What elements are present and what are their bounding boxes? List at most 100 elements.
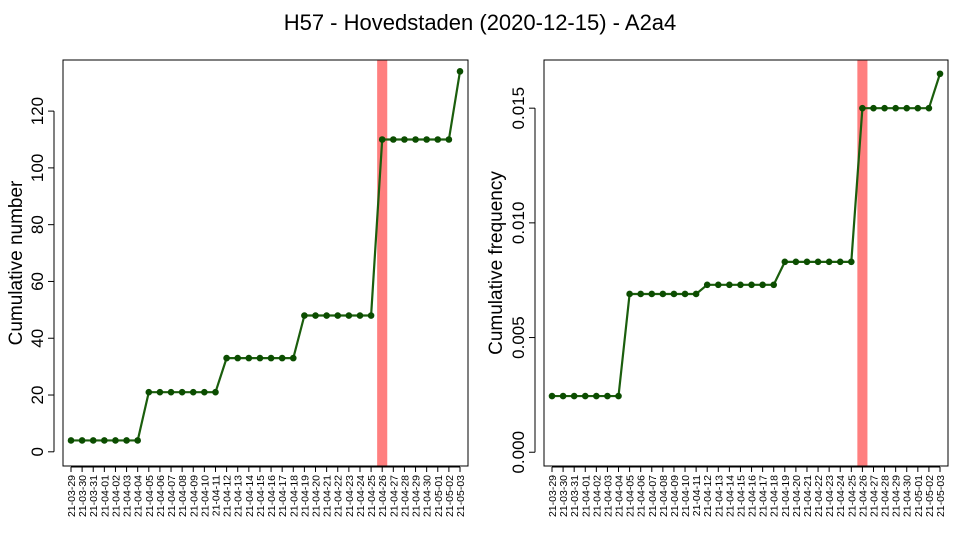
plot-frame bbox=[62, 59, 469, 467]
x-tick-label: 21-05-01 bbox=[433, 475, 445, 517]
x-tick-label: 21-04-28 bbox=[399, 475, 411, 517]
data-point bbox=[737, 281, 744, 289]
data-point bbox=[456, 68, 464, 75]
y-tick-label: 0 bbox=[28, 447, 47, 456]
data-point bbox=[412, 136, 419, 143]
data-point bbox=[836, 258, 844, 266]
x-tick-label: 21-04-13 bbox=[233, 475, 245, 517]
x-tick-label: 21-04-08 bbox=[177, 475, 189, 517]
x-tick-label: 21-04-03 bbox=[122, 475, 134, 517]
x-tick-label: 21-03-31 bbox=[569, 475, 581, 517]
x-tick-label: 21-05-03 bbox=[455, 475, 467, 517]
data-point bbox=[881, 104, 888, 112]
left-panel-cumulative-number: 0 20 40 60 80 100 120 Cumulative number 21-03-29… bbox=[6, 59, 469, 517]
y-tick-label: 0.015 bbox=[509, 87, 528, 130]
x-tick-label: 21-05-03 bbox=[935, 475, 947, 517]
data-point bbox=[301, 312, 308, 319]
data-point bbox=[759, 281, 766, 289]
y-tick-label: 0.005 bbox=[509, 316, 528, 359]
x-tick-label: 21-04-18 bbox=[288, 475, 300, 517]
x-tick-label: 21-04-24 bbox=[355, 475, 367, 517]
data-point bbox=[112, 437, 119, 444]
data-point bbox=[156, 388, 164, 396]
data-point bbox=[189, 388, 197, 396]
data-point bbox=[792, 258, 800, 266]
x-tick-label: 21-04-14 bbox=[724, 475, 736, 517]
x-tick-label: 21-04-15 bbox=[735, 475, 747, 517]
x-tick-label: 21-04-11 bbox=[210, 475, 222, 516]
x-tick-label: 21-04-25 bbox=[366, 475, 378, 517]
data-point bbox=[212, 388, 219, 396]
y-tick-label: 0.000 bbox=[509, 431, 528, 474]
data-point bbox=[89, 437, 97, 444]
x-tick-label: 21-04-04 bbox=[133, 475, 145, 517]
data-point bbox=[223, 354, 230, 362]
data-point bbox=[423, 136, 430, 143]
data-point bbox=[445, 136, 453, 143]
x-tick-label: 21-04-13 bbox=[713, 475, 725, 517]
data-point bbox=[145, 388, 153, 396]
data-point bbox=[178, 388, 186, 396]
data-point bbox=[703, 281, 711, 289]
x-tick-label: 21-04-05 bbox=[144, 475, 156, 517]
data-point bbox=[312, 312, 319, 319]
highlight-band bbox=[377, 60, 388, 466]
data-point bbox=[123, 437, 130, 444]
data-point bbox=[67, 437, 75, 444]
data-point bbox=[637, 290, 644, 298]
x-tick-label: 21-04-08 bbox=[658, 475, 670, 517]
data-point bbox=[770, 281, 778, 289]
y-tick-label: 120 bbox=[28, 97, 47, 125]
data-point bbox=[859, 104, 866, 112]
data-point bbox=[803, 258, 811, 266]
data-point bbox=[101, 437, 108, 444]
data-point bbox=[692, 290, 700, 298]
data-point bbox=[659, 290, 667, 298]
data-point bbox=[548, 392, 556, 400]
data-point bbox=[256, 354, 264, 362]
x-tick-label: 21-04-05 bbox=[625, 475, 637, 517]
x-tick-label: 21-04-02 bbox=[591, 475, 603, 517]
x-tick-label: 21-04-15 bbox=[255, 475, 267, 517]
data-point bbox=[748, 281, 755, 289]
x-tick-label: 21-04-20 bbox=[311, 475, 323, 517]
x-tick-label: 21-03-31 bbox=[88, 475, 100, 517]
x-tick-label: 21-04-04 bbox=[614, 475, 626, 517]
data-point bbox=[593, 392, 600, 400]
x-tick-label: 21-04-07 bbox=[647, 475, 659, 517]
data-point bbox=[570, 392, 578, 400]
data-point bbox=[825, 258, 833, 266]
x-tick-label: 21-04-10 bbox=[199, 475, 211, 517]
x-tick-label: 21-04-19 bbox=[780, 475, 792, 517]
x-tick-label: 21-05-02 bbox=[924, 475, 936, 517]
x-tick-label: 21-04-11 bbox=[691, 475, 703, 516]
x-tick-label: 21-04-02 bbox=[110, 475, 122, 517]
x-tick-label: 21-05-02 bbox=[444, 475, 456, 517]
data-point bbox=[714, 281, 722, 289]
x-tick-label: 21-04-16 bbox=[266, 475, 278, 517]
x-tick-label: 21-04-12 bbox=[222, 475, 234, 517]
x-tick-label: 21-05-01 bbox=[913, 475, 925, 517]
x-tick-label: 21-04-09 bbox=[188, 475, 200, 517]
x-tick-label: 21-03-30 bbox=[558, 475, 570, 517]
data-point bbox=[903, 104, 911, 112]
series-line bbox=[552, 73, 942, 398]
x-tick-label: 21-04-21 bbox=[322, 475, 334, 517]
x-tick-label: 21-04-29 bbox=[891, 475, 903, 517]
data-point bbox=[814, 258, 822, 266]
y-tick-label: 0.010 bbox=[509, 202, 528, 245]
x-tick-label: 21-04-03 bbox=[602, 475, 614, 517]
x-tick-label: 21-04-10 bbox=[680, 475, 692, 517]
x-tick-label: 21-04-27 bbox=[868, 475, 880, 517]
data-point bbox=[559, 392, 567, 400]
chart-title: H57 - Hovedstaden (2020-12-15) - A2a4 bbox=[283, 10, 677, 35]
data-point bbox=[870, 104, 877, 112]
x-tick-label: 21-03-29 bbox=[66, 475, 78, 517]
data-point bbox=[604, 392, 611, 400]
y-tick-label: 100 bbox=[28, 154, 47, 182]
x-tick-label: 21-04-29 bbox=[411, 475, 423, 517]
data-point bbox=[167, 388, 175, 396]
data-point bbox=[134, 437, 141, 444]
data-point bbox=[267, 354, 275, 362]
